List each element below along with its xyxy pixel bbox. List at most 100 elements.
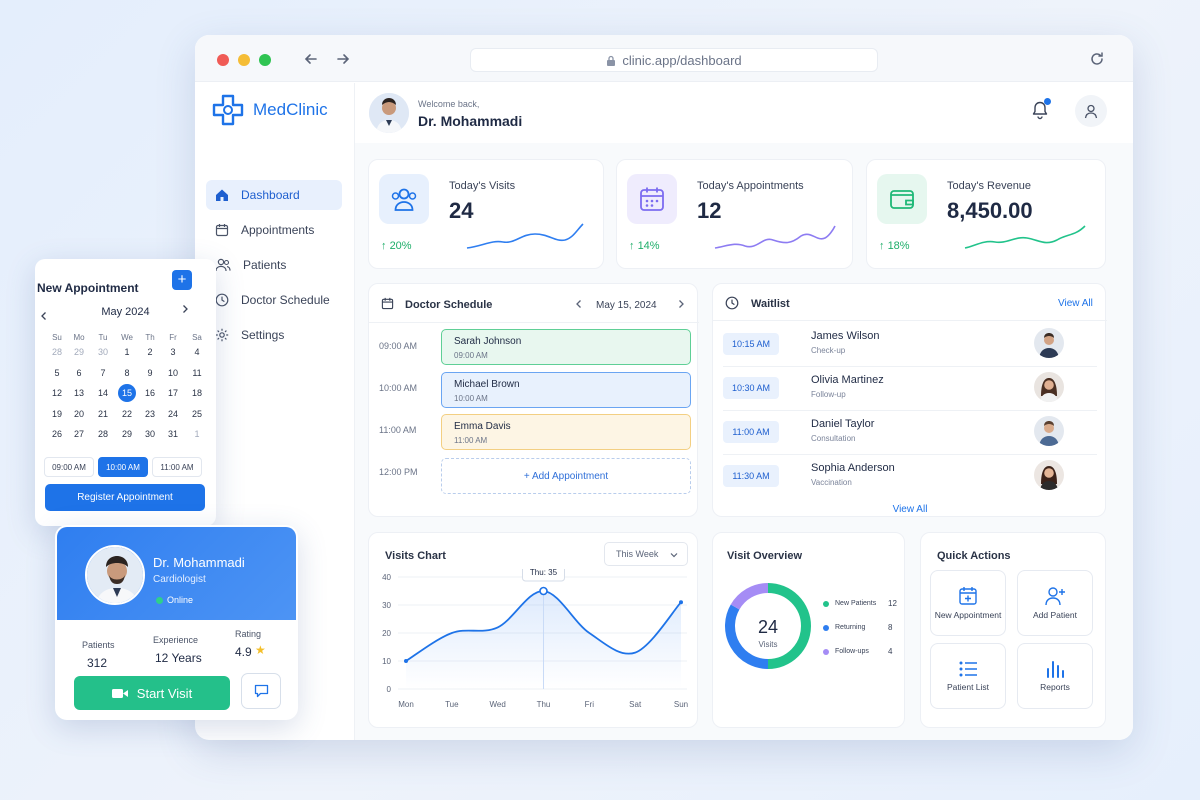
calendar-day[interactable]: 24 (167, 408, 178, 419)
maximize-window-button[interactable] (259, 54, 271, 66)
medical-cross-logo-icon (212, 94, 244, 126)
calendar-day[interactable]: 16 (144, 388, 155, 398)
reports-button[interactable]: Reports (1017, 643, 1093, 709)
calendar-day[interactable]: 19 (51, 408, 62, 419)
calendar-day[interactable]: 9 (147, 367, 153, 378)
waitlist-time: 11:30 AM (723, 465, 779, 487)
calendar-day[interactable]: 30 (144, 429, 155, 439)
calendar-day-selected[interactable]: 15 (118, 384, 136, 402)
stat-card-revenue[interactable]: Today's Revenue 8,450.00 ↑ 18% (866, 159, 1106, 269)
add-appointment-button[interactable]: + Add Appointment (441, 458, 691, 494)
calendar-day[interactable]: 27 (73, 429, 84, 439)
add-button[interactable]: + (172, 270, 192, 290)
quick-action-label: Add Patient (1033, 609, 1077, 620)
stat-card-appointments[interactable]: Today's Appointments 12 ↑ 14% (616, 159, 853, 269)
waitlist-row[interactable]: 10:30 AM Olivia Martinez Follow-up (723, 368, 1093, 408)
visit-type: Vaccination (811, 478, 852, 487)
doctor-avatar[interactable] (369, 93, 409, 133)
calendar-day[interactable]: 1 (124, 347, 130, 357)
stat-card-visits[interactable]: Today's Visits 24 ↑ 20% (368, 159, 604, 269)
chevron-right-icon[interactable] (181, 304, 189, 314)
calendar-day[interactable]: 2 (147, 347, 153, 357)
top-header: Welcome back, Dr. Mohammadi (355, 83, 1133, 143)
period-dropdown[interactable]: This Week (604, 542, 688, 566)
address-bar[interactable]: clinic.app/dashboard (470, 48, 878, 72)
legend-row: New Patients 12 (823, 599, 908, 608)
time-chip[interactable]: 09:00 AM (44, 457, 94, 477)
view-all-link[interactable]: View All (1058, 298, 1093, 309)
sidebar-item-doctor-schedule[interactable]: Doctor Schedule (206, 285, 342, 315)
profile-stat-value: 12 Years (155, 651, 202, 665)
calendar-day[interactable]: 29 (121, 429, 132, 439)
appointment-slot[interactable]: Michael Brown 10:00 AM (441, 372, 691, 408)
waitlist-row[interactable]: 10:15 AM James Wilson Check-up (723, 324, 1093, 364)
minimize-window-button[interactable] (238, 54, 250, 66)
calendar-day[interactable]: 6 (76, 367, 82, 378)
sidebar-item-dashboard[interactable]: Dashboard (206, 180, 342, 210)
calendar-day[interactable]: 28 (97, 429, 108, 439)
sidebar-item-patients[interactable]: Patients (206, 250, 342, 280)
view-all-bottom-link[interactable]: View All (892, 504, 928, 515)
list-icon (959, 661, 977, 677)
stat-label: Today's Visits (449, 180, 516, 192)
new-appointment-button[interactable]: New Appointment (930, 570, 1006, 636)
calendar-day[interactable]: 12 (51, 388, 62, 398)
donut-slice (767, 583, 811, 669)
calendar-day[interactable]: 8 (124, 367, 130, 378)
calendar-day[interactable]: 3 (170, 347, 176, 357)
patient-list-button[interactable]: Patient List (930, 643, 1006, 709)
calendar-day[interactable]: 10 (167, 367, 178, 378)
calendar-day[interactable]: 13 (73, 388, 84, 398)
calendar-plus-icon (959, 586, 977, 605)
calendar-day[interactable]: 11 (192, 367, 202, 378)
revenue-sparkline (964, 225, 1086, 249)
back-arrow-icon[interactable] (302, 50, 320, 68)
calendar-day[interactable]: 31 (167, 429, 178, 439)
time-chip-selected[interactable]: 10:00 AM (98, 457, 148, 477)
sidebar-item-appointments[interactable]: Appointments (206, 215, 342, 245)
appointment-slot[interactable]: Emma Davis 11:00 AM (441, 414, 691, 450)
calendar-day[interactable]: 21 (97, 408, 108, 419)
add-patient-button[interactable]: Add Patient (1017, 570, 1093, 636)
bell-icon[interactable] (1030, 100, 1050, 120)
calendar-day[interactable]: 4 (194, 347, 200, 357)
calendar-day[interactable]: 23 (144, 408, 155, 419)
time-chip[interactable]: 11:00 AM (152, 457, 202, 477)
sidebar-item-settings[interactable]: Settings (206, 320, 342, 350)
calendar-day[interactable]: 17 (167, 388, 178, 398)
calendar-day[interactable]: 20 (73, 408, 84, 419)
stat-icon-box (877, 174, 927, 224)
stat-value: 24 (449, 198, 474, 223)
start-visit-button[interactable]: Start Visit (74, 676, 230, 710)
waitlist-row[interactable]: 11:30 AM Sophia Anderson Vaccination (723, 456, 1093, 496)
stat-change: ↑ 18% (879, 240, 910, 252)
waitlist-row[interactable]: 11:00 AM Daniel Taylor Consultation (723, 412, 1093, 452)
time-chip-label: 09:00 AM (52, 462, 86, 472)
chevron-right-icon[interactable] (676, 299, 686, 309)
reload-icon[interactable] (1089, 51, 1105, 67)
calendar-day[interactable]: 22 (121, 408, 132, 419)
calendar-day[interactable]: 18 (191, 388, 202, 398)
message-button[interactable] (241, 673, 281, 709)
register-appointment-button[interactable]: Register Appointment (45, 484, 205, 511)
chevron-left-icon[interactable] (40, 311, 48, 321)
calendar-day[interactable]: 5 (54, 367, 60, 378)
forward-arrow-icon[interactable] (334, 50, 352, 68)
calendar-day[interactable]: 14 (97, 388, 108, 398)
calendar-day[interactable]: 28 (51, 347, 62, 357)
calendar-day[interactable]: 25 (191, 408, 202, 419)
brand-logo[interactable]: MedClinic (211, 93, 328, 127)
close-window-button[interactable] (217, 54, 229, 66)
chevron-left-icon[interactable] (574, 299, 584, 309)
video-camera-icon (111, 688, 128, 698)
calendar-day[interactable]: 26 (51, 429, 62, 439)
calendar-day[interactable]: 7 (100, 367, 106, 378)
y-tick-label: 40 (382, 573, 391, 582)
legend-label: New Patients (835, 600, 877, 607)
calendar-day[interactable]: 1 (194, 429, 200, 439)
visits-line-chart: 0 10 20 30 40 Mon Tue Wed Thu Fri Sat Sun Thu: 35 (382, 569, 688, 709)
user-profile-button[interactable] (1075, 95, 1107, 127)
appointment-slot[interactable]: Sarah Johnson 09:00 AM (441, 329, 691, 365)
calendar-day[interactable]: 30 (97, 347, 108, 357)
calendar-day[interactable]: 29 (73, 347, 84, 357)
